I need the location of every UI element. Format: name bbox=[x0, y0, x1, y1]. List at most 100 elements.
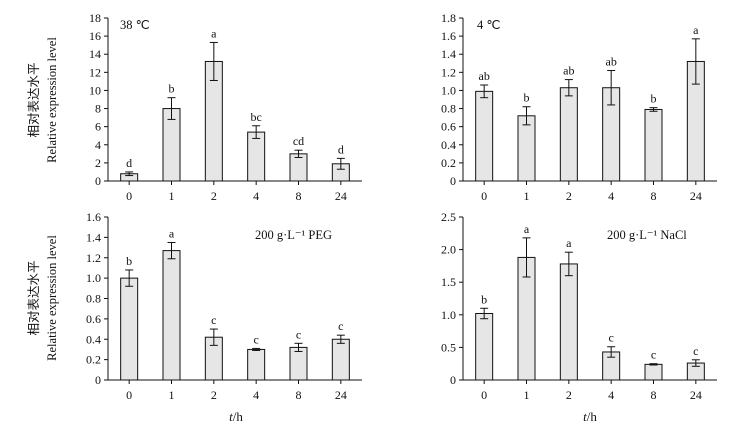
x-tick-label: 0 bbox=[481, 388, 487, 402]
significance-label: a bbox=[211, 26, 217, 40]
error-bar bbox=[691, 359, 700, 367]
error-bar bbox=[336, 157, 345, 170]
error-bar bbox=[480, 84, 489, 99]
error-bar bbox=[167, 97, 176, 120]
y-axis-title-en-bottom: Relative expression level bbox=[45, 235, 59, 361]
y-tick-label: 1.8 bbox=[441, 11, 456, 25]
significance-label: a bbox=[169, 226, 175, 240]
error-bar bbox=[649, 107, 658, 112]
y-tick-label: 1.6 bbox=[441, 29, 456, 43]
error-bar bbox=[125, 171, 134, 177]
y-axis-title-bottom: 相对表达水平 Relative expression level bbox=[26, 235, 59, 361]
y-tick-label: 4 bbox=[95, 138, 101, 152]
significance-label: a bbox=[693, 23, 699, 37]
x-axis-title-variable: t bbox=[229, 409, 233, 424]
x-tick-label: 24 bbox=[335, 189, 347, 203]
x-tick-label: 1 bbox=[169, 388, 175, 402]
significance-label: d bbox=[338, 142, 344, 156]
x-tick-label: 4 bbox=[608, 189, 614, 203]
y-axis-title-top: 相对表达水平 Relative expression level bbox=[26, 37, 59, 163]
x-tick-label: 0 bbox=[126, 189, 132, 203]
error-bar bbox=[209, 41, 218, 81]
chart-panel-3: 0 0.5 1.0 1.5 2.0 2.5 0 b 1 a 2 a 4 c 8 c 24 c 200 g·L⁻¹ N… bbox=[441, 210, 717, 402]
y-tick-label: 0 bbox=[450, 373, 456, 387]
bar bbox=[559, 87, 578, 182]
error-bar bbox=[125, 269, 134, 287]
x-tick-label: 8 bbox=[651, 388, 657, 402]
error-bar bbox=[294, 149, 303, 158]
x-tick-label: 1 bbox=[169, 189, 175, 203]
significance-label: c bbox=[609, 331, 614, 345]
y-tick-label: 12 bbox=[89, 65, 101, 79]
x-tick-label: 8 bbox=[296, 388, 302, 402]
error-bar bbox=[480, 307, 489, 320]
y-tick-label: 1.5 bbox=[441, 275, 456, 289]
panel-label: 200 g·L⁻¹ NaCl bbox=[607, 228, 687, 242]
bar bbox=[644, 108, 663, 182]
bar bbox=[247, 131, 266, 182]
bar bbox=[120, 277, 139, 381]
y-tick-label: 0 bbox=[95, 373, 101, 387]
y-tick-label: 6 bbox=[95, 120, 101, 134]
significance-label: b bbox=[524, 91, 530, 105]
significance-label: c bbox=[254, 332, 259, 346]
y-axis-title-zh-top: 相对表达水平 bbox=[26, 62, 41, 137]
y-tick-label: 1.4 bbox=[86, 230, 101, 244]
x-tick-label: 24 bbox=[690, 189, 702, 203]
y-tick-label: 1.6 bbox=[86, 210, 101, 224]
y-tick-label: 0.8 bbox=[441, 102, 456, 116]
error-bar bbox=[607, 346, 616, 358]
x-axis-title-left: t/h bbox=[229, 409, 243, 424]
panel-label: 38 ℃ bbox=[120, 18, 150, 32]
x-tick-label: 8 bbox=[296, 189, 302, 203]
y-tick-label: 18 bbox=[89, 11, 101, 25]
y-tick-label: 16 bbox=[89, 29, 101, 43]
x-tick-label: 8 bbox=[651, 189, 657, 203]
y-tick-label: 1.0 bbox=[441, 83, 456, 97]
y-tick-label: 0.2 bbox=[441, 156, 456, 170]
x-tick-label: 2 bbox=[211, 189, 217, 203]
error-bar bbox=[522, 106, 531, 126]
y-tick-label: 0.6 bbox=[86, 312, 101, 326]
x-tick-label: 4 bbox=[253, 388, 259, 402]
y-tick-label: 8 bbox=[95, 102, 101, 116]
significance-label: b bbox=[126, 254, 132, 268]
significance-label: c bbox=[693, 344, 698, 358]
x-tick-label: 1 bbox=[524, 189, 530, 203]
y-tick-label: 2 bbox=[95, 156, 101, 170]
error-bar bbox=[649, 363, 658, 366]
significance-label: b bbox=[651, 92, 657, 106]
x-tick-label: 0 bbox=[481, 189, 487, 203]
x-tick-label: 0 bbox=[126, 388, 132, 402]
chart-panel-2: 0 0.2 0.4 0.6 0.8 1.0 1.2 1.4 1.6 0 b 1 a 2 c 4 c 8 c 24 c 20… bbox=[86, 210, 362, 402]
y-tick-label: 2.5 bbox=[441, 210, 456, 224]
x-tick-label: 2 bbox=[211, 388, 217, 402]
y-tick-label: 10 bbox=[89, 83, 101, 97]
x-tick-label: 1 bbox=[524, 388, 530, 402]
error-bar bbox=[252, 125, 261, 139]
significance-label: b bbox=[169, 82, 175, 96]
error-bar bbox=[607, 70, 616, 106]
y-tick-label: 0.6 bbox=[441, 120, 456, 134]
y-tick-label: 14 bbox=[89, 47, 101, 61]
bar bbox=[331, 338, 350, 381]
x-tick-label: 24 bbox=[335, 388, 347, 402]
y-tick-label: 0.4 bbox=[441, 138, 456, 152]
error-bar bbox=[522, 237, 531, 278]
x-tick-label: 4 bbox=[253, 189, 259, 203]
significance-label: c bbox=[338, 319, 343, 333]
error-bar bbox=[691, 38, 700, 85]
significance-label: bc bbox=[251, 110, 262, 124]
bar bbox=[247, 348, 266, 381]
significance-label: b bbox=[481, 292, 487, 306]
error-bar bbox=[336, 334, 345, 344]
x-axis-title-unit: /h bbox=[587, 409, 598, 424]
chart-panel-1: 00.20.40.60.81.01.21.41.61.80ab1b2ab4ab8… bbox=[441, 11, 717, 203]
x-axis-title-right: t/h bbox=[583, 409, 597, 424]
bar bbox=[644, 363, 663, 381]
y-tick-label: 0 bbox=[450, 174, 456, 188]
x-axis-title-unit: /h bbox=[233, 409, 244, 424]
y-tick-label: 1.4 bbox=[441, 47, 456, 61]
